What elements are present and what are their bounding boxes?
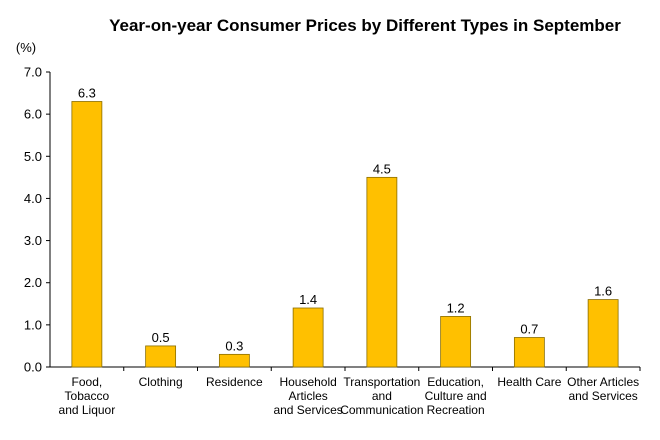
data-label: 1.6	[594, 284, 612, 299]
data-label: 0.5	[152, 330, 170, 345]
data-label: 4.5	[373, 161, 391, 176]
category-label: Household Articles and Services	[273, 375, 342, 417]
y-tick-label: 2.0	[24, 275, 42, 290]
data-label: 6.3	[78, 86, 96, 101]
category-label: Residence	[206, 375, 263, 389]
bar	[292, 307, 324, 368]
chart-title: Year-on-year Consumer Prices by Differen…	[109, 16, 621, 35]
data-label: 1.4	[299, 292, 317, 307]
data-label: 0.7	[520, 322, 538, 337]
category-label: Education, Culture and Recreation	[425, 375, 487, 417]
y-tick-label: 6.0	[24, 107, 42, 122]
bar	[440, 316, 472, 368]
y-tick-label: 0.0	[24, 360, 42, 375]
y-tick-label: 5.0	[24, 149, 42, 164]
data-label: 0.3	[225, 338, 243, 353]
category-label: Transportation and Communication	[340, 375, 423, 417]
bar	[587, 299, 619, 368]
category-label: Other Articles and Services	[567, 375, 639, 403]
category-label: Clothing	[139, 375, 183, 389]
bar	[71, 101, 103, 368]
bar	[145, 345, 177, 368]
data-label: 1.2	[447, 300, 465, 315]
category-label: Health Care	[497, 375, 561, 389]
y-tick-label: 3.0	[24, 233, 42, 248]
bar	[218, 353, 250, 368]
category-label: Food, Tobacco and Liquor	[59, 375, 116, 417]
y-tick-label: 1.0	[24, 317, 42, 332]
bar	[513, 337, 545, 368]
y-axis-unit-label: (%)	[16, 40, 36, 55]
y-tick-label: 4.0	[24, 191, 42, 206]
bar	[366, 176, 398, 368]
y-tick-label: 7.0	[24, 65, 42, 80]
